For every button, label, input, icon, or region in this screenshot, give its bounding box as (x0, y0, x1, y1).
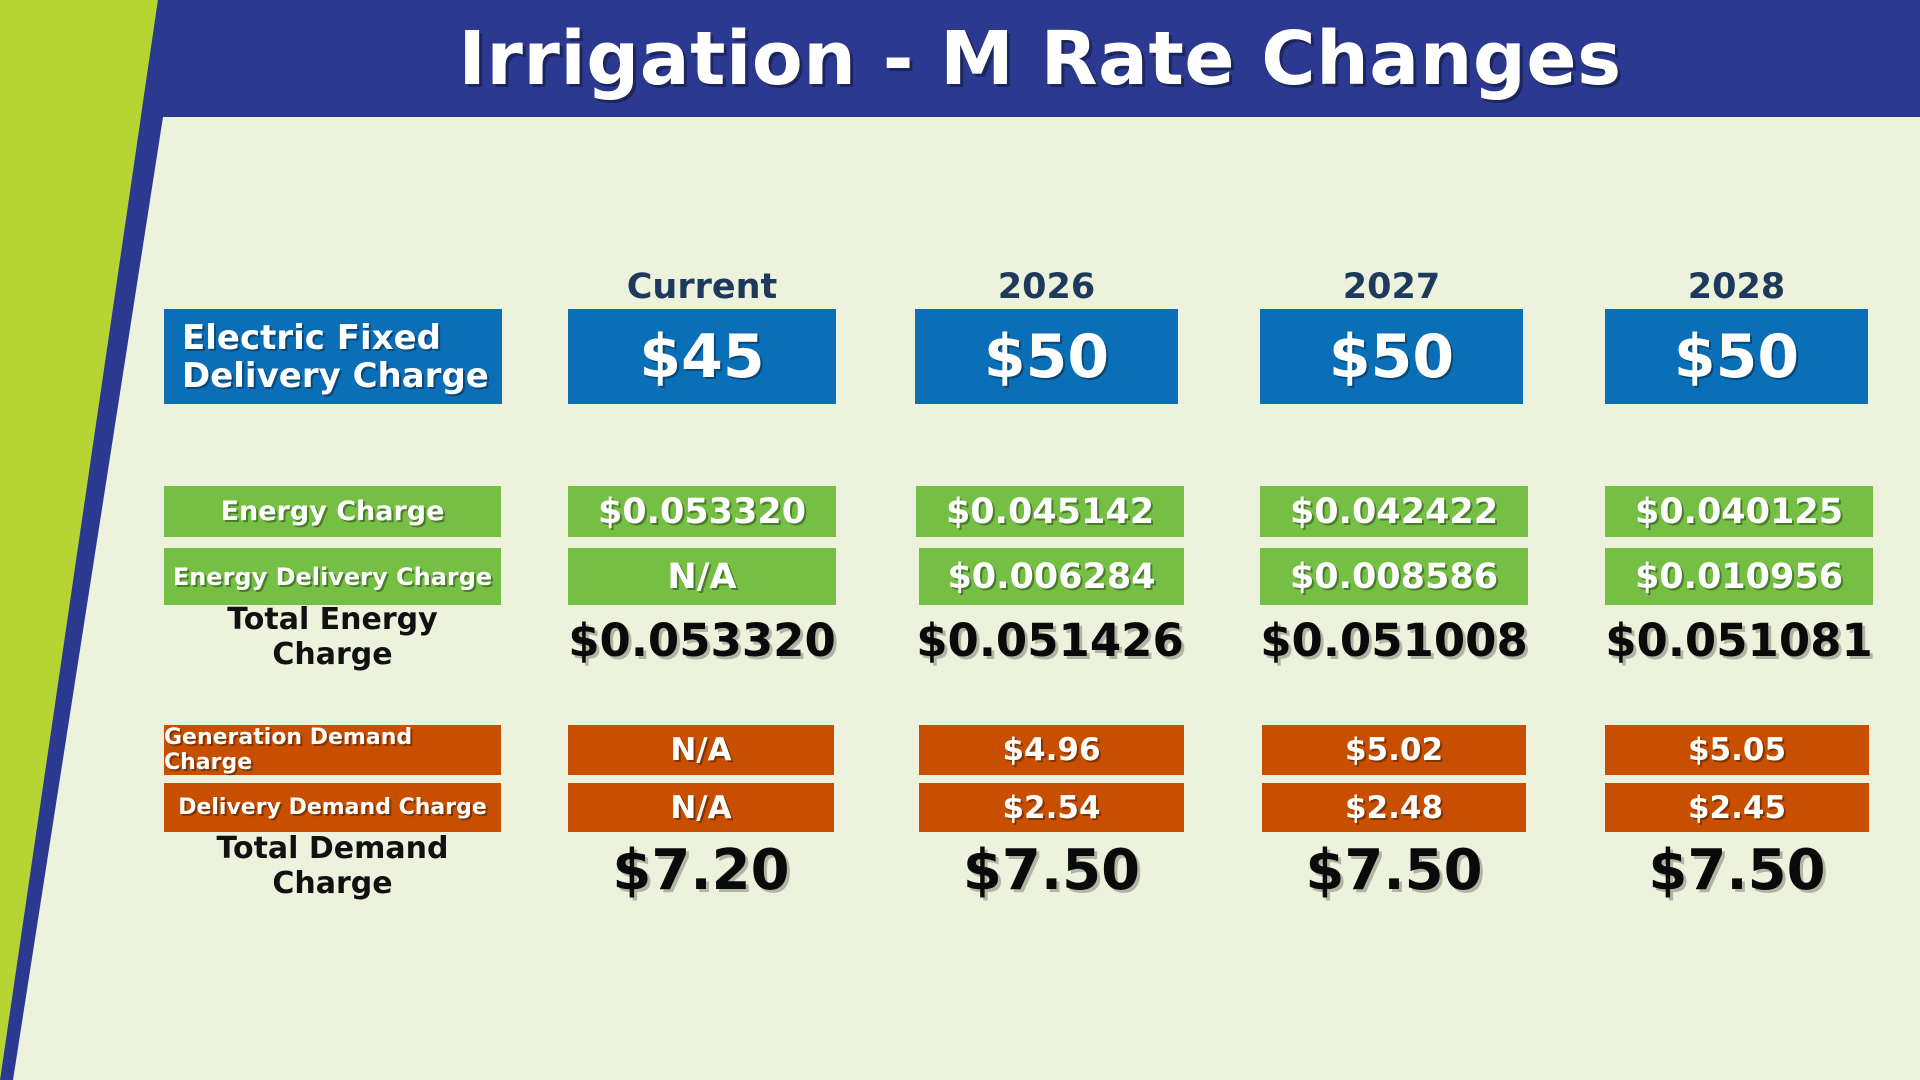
total-demand-charge-value-2026: $7.50 (962, 837, 1141, 903)
total-energy-charge-value-current: $0.053320 (568, 613, 836, 667)
generation-demand-charge-value-2027: $5.02 (1262, 725, 1526, 775)
delivery-demand-charge-label: Delivery Demand Charge (164, 783, 501, 832)
energy-charge-value-2028: $0.040125 (1605, 486, 1873, 537)
fixed-delivery-value-2026: $50 (915, 309, 1178, 404)
fixed-delivery-label: Electric Fixed Delivery Charge (164, 309, 502, 404)
energy-charge-value-2027: $0.042422 (1260, 486, 1528, 537)
delivery-demand-charge-value-2026: $2.54 (919, 783, 1184, 832)
title-bar (120, 0, 1920, 117)
total-energy-charge-value-2026: $0.051426 (916, 613, 1184, 667)
column-header-2028: 2028 (1687, 267, 1786, 307)
fixed-delivery-value-2027: $50 (1260, 309, 1523, 404)
energy-charge-value-current: $0.053320 (568, 486, 836, 537)
page-title: Irrigation - M Rate Changes (458, 15, 1622, 102)
delivery-demand-charge-value-2028: $2.45 (1605, 783, 1869, 832)
column-header-2027: 2027 (1342, 267, 1441, 307)
energy-charge-label: Energy Charge (164, 486, 501, 537)
generation-demand-charge-label: Generation Demand Charge (164, 725, 501, 775)
total-demand-charge-value-current: $7.20 (612, 837, 790, 903)
energy-delivery-charge-label: Energy Delivery Charge (164, 548, 501, 605)
generation-demand-charge-value-2026: $4.96 (919, 725, 1184, 775)
fixed-delivery-label-line1: Electric Fixed (182, 317, 441, 358)
total-demand-charge-label: Total Demand Charge (216, 831, 449, 901)
energy-delivery-charge-value-2027: $0.008586 (1260, 548, 1528, 605)
total-energy-charge-value-2028: $0.051081 (1605, 613, 1873, 667)
energy-delivery-charge-value-2026: $0.006284 (919, 548, 1184, 605)
column-header-2026: 2026 (997, 267, 1096, 307)
total-energy-charge-label: Total Energy Charge (227, 602, 438, 672)
generation-demand-charge-value-2028: $5.05 (1605, 725, 1869, 775)
fixed-delivery-value-current: $45 (568, 309, 836, 404)
generation-demand-charge-value-current: N/A (568, 725, 834, 775)
fixed-delivery-value-2028: $50 (1605, 309, 1868, 404)
energy-delivery-charge-value-2028: $0.010956 (1605, 548, 1873, 605)
total-demand-charge-value-2027: $7.50 (1305, 837, 1483, 903)
total-energy-charge-value-2027: $0.051008 (1260, 613, 1528, 667)
navy-diagonal-stripe (0, 0, 165, 1080)
delivery-demand-charge-value-current: N/A (568, 783, 834, 832)
energy-charge-value-2026: $0.045142 (916, 486, 1184, 537)
total-demand-charge-value-2028: $7.50 (1648, 837, 1826, 903)
energy-delivery-charge-value-current: N/A (568, 548, 836, 605)
fixed-delivery-label-line2: Delivery Charge (182, 355, 489, 396)
delivery-demand-charge-value-2027: $2.48 (1262, 783, 1526, 832)
column-header-current: Current (626, 267, 778, 307)
